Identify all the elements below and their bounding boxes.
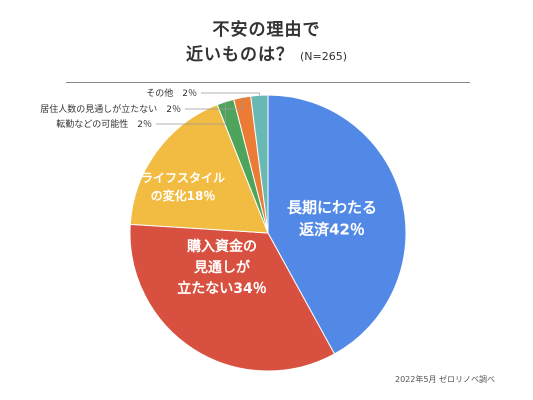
source-note: 2022年5月 ゼロリノベ調べ xyxy=(395,375,495,384)
slice-label-0: 長期にわたる返済42％ xyxy=(287,198,377,238)
slice-label-1: 購入資金の見通しが立たない34％ xyxy=(177,238,266,297)
leader-line-5 xyxy=(201,92,260,96)
chart-title: 不安の理由で 近いものは？ (N=265) xyxy=(0,18,533,69)
pie-slice-1 xyxy=(129,223,336,372)
chart-sample-size: (N=265) xyxy=(299,50,348,63)
title-divider xyxy=(66,82,470,83)
pie-slice-0 xyxy=(267,94,407,355)
chart-title-line2-wrap: 近いものは？ (N=265) xyxy=(186,43,347,69)
slice-label-3: 転勤などの可能性 2％ xyxy=(56,118,152,130)
slice-label-4: 居住人数の見通しが立たない 2％ xyxy=(40,103,181,115)
pie-slice-2 xyxy=(129,104,269,234)
chart-title-line2: 近いものは？ xyxy=(185,45,294,65)
slice-label-2: ライフスタイルの変化18％ xyxy=(141,171,225,203)
pie-slice-5 xyxy=(250,94,269,234)
slice-label-5: その他 2％ xyxy=(146,87,197,99)
chart-title-line1: 不安の理由で xyxy=(212,20,321,40)
leader-line-4 xyxy=(185,97,243,110)
